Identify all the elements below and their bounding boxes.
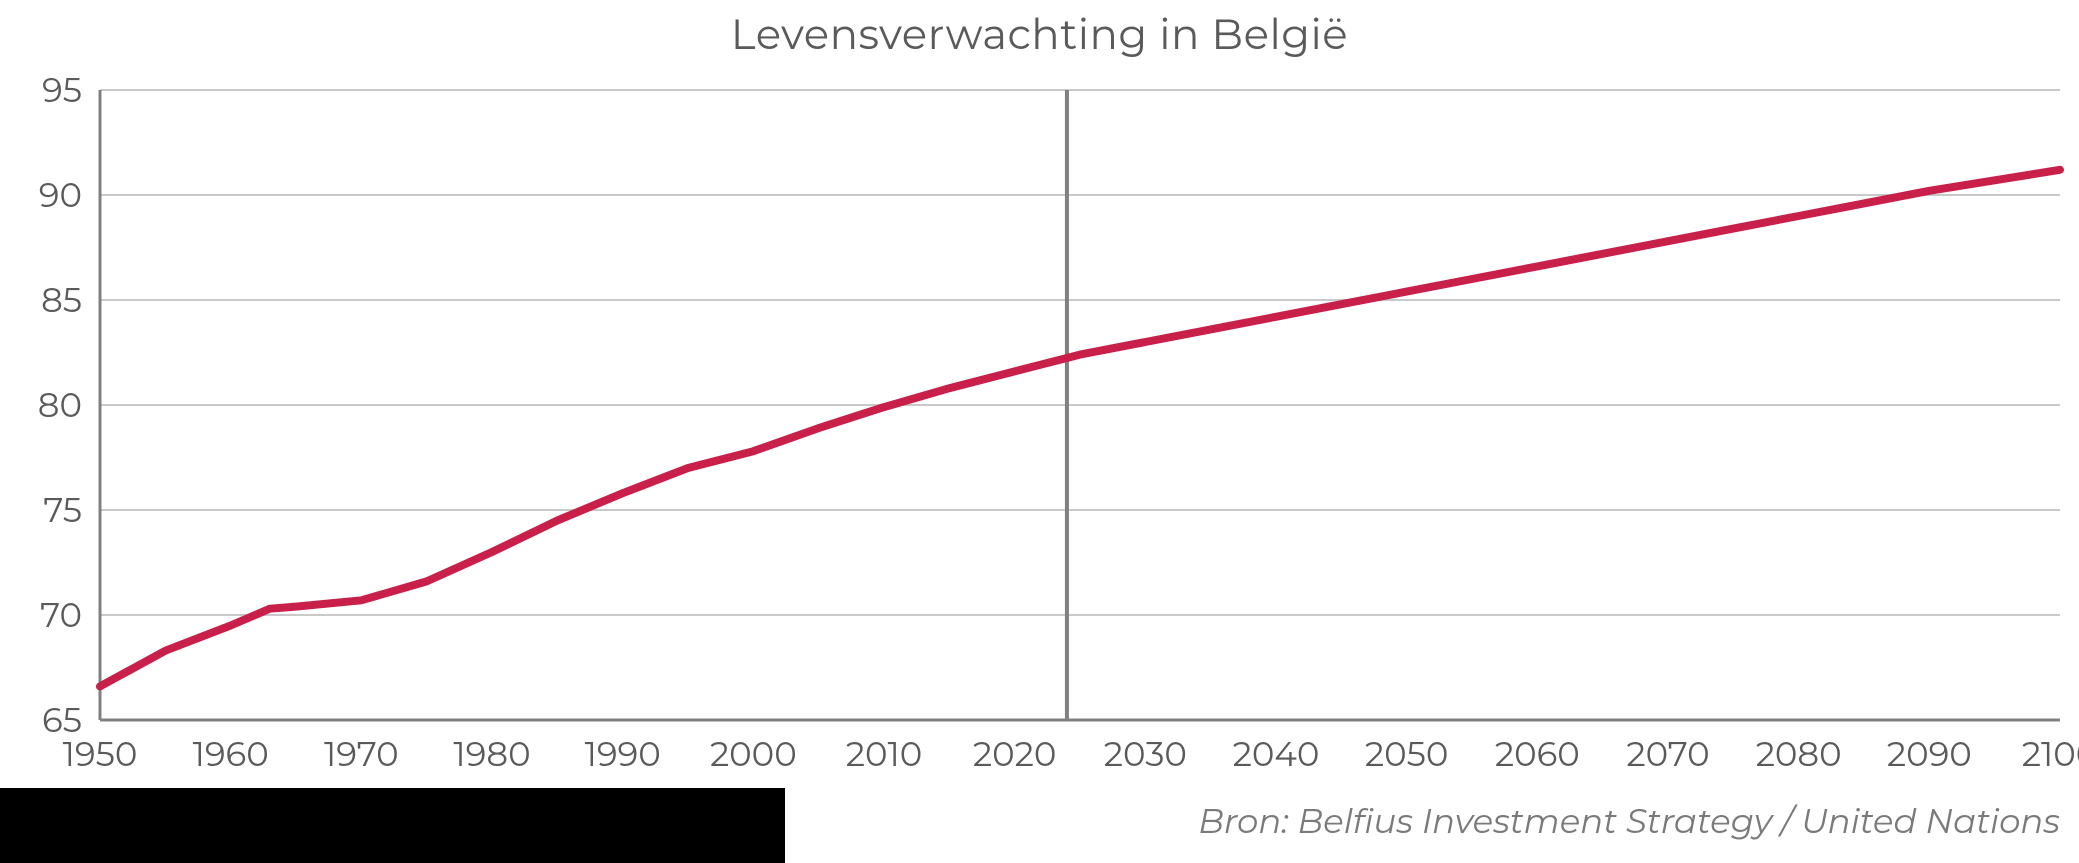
x-tick-label: 2080 — [1756, 733, 1842, 775]
chart-svg: 6570758085909519501960197019801990200020… — [0, 0, 2079, 863]
x-tick-label: 1950 — [63, 733, 138, 775]
x-tick-label: 2050 — [1365, 733, 1449, 775]
y-tick-label: 75 — [43, 489, 82, 531]
y-tick-label: 95 — [42, 69, 82, 111]
x-tick-label: 1970 — [324, 733, 399, 775]
x-tick-label: 2100 — [2022, 733, 2079, 775]
chart-source: Bron: Belfius Investment Strategy / Unit… — [800, 800, 2060, 842]
x-tick-label: 2090 — [1887, 733, 1972, 775]
y-tick-label: 80 — [38, 384, 82, 426]
y-tick-label: 90 — [39, 174, 82, 216]
x-tick-label: 2070 — [1626, 733, 1709, 775]
series-line — [100, 170, 2060, 687]
x-tick-label: 1980 — [453, 733, 530, 775]
x-tick-label: 2060 — [1495, 733, 1580, 775]
x-tick-label: 1960 — [193, 733, 269, 775]
x-tick-label: 2020 — [973, 733, 1057, 775]
x-tick-label: 2010 — [846, 733, 923, 775]
chart-container: Levensverwachting in België 657075808590… — [0, 0, 2079, 863]
x-tick-label: 2040 — [1233, 733, 1320, 775]
x-tick-label: 2030 — [1104, 733, 1187, 775]
black-bar — [0, 788, 785, 863]
x-tick-label: 1990 — [585, 733, 661, 775]
y-tick-label: 70 — [40, 594, 82, 636]
x-tick-label: 2000 — [710, 733, 797, 775]
y-tick-label: 85 — [41, 279, 82, 321]
